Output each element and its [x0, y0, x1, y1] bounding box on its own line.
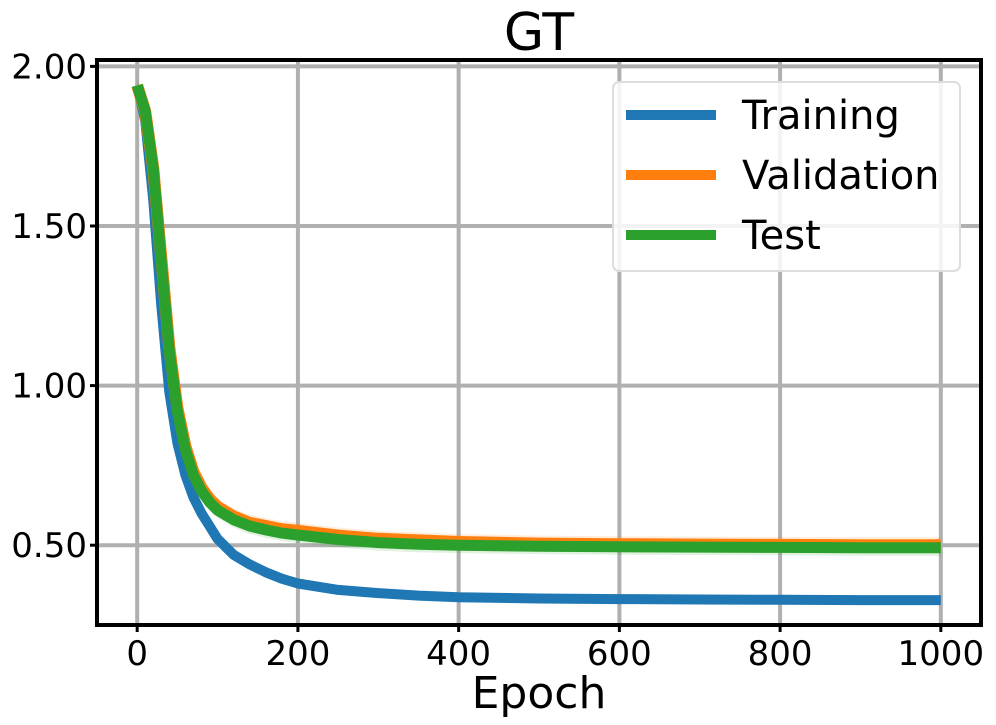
x-tick-label: 600 [587, 634, 652, 674]
y-axis-ticks: 0.50 1.00 1.50 2.00 [11, 47, 97, 566]
y-tick-label: 1.50 [11, 207, 87, 247]
x-axis-ticks: 0 200 400 600 800 1000 [126, 625, 984, 674]
x-tick-label: 200 [265, 634, 330, 674]
plot-frame [95, 58, 983, 627]
x-tick-label: 1000 [898, 634, 985, 674]
series-line-test [131, 83, 941, 554]
legend-label: Training [741, 93, 900, 139]
legend-label: Validation [742, 153, 940, 199]
legend: Training Validation Test [612, 81, 961, 272]
x-tick-label: 400 [426, 634, 491, 674]
y-tick-label: 0.50 [11, 526, 87, 566]
y-tick-label: 1.00 [11, 367, 87, 407]
y-tick-label: 2.00 [11, 47, 87, 87]
x-axis-label: Epoch [472, 668, 607, 719]
chart-title: GT [504, 3, 574, 63]
x-tick-label: 800 [748, 634, 813, 674]
series-lines [131, 83, 941, 606]
legend-label: Test [741, 213, 821, 259]
x-tick-label: 0 [126, 634, 148, 674]
legend-box [612, 81, 961, 272]
